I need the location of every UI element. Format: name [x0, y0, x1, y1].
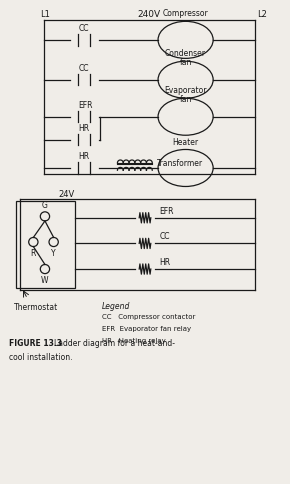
Text: HR: HR: [79, 124, 90, 133]
Text: EFR: EFR: [160, 207, 174, 215]
Text: fan: fan: [180, 95, 192, 104]
Text: Y: Y: [51, 249, 56, 257]
Text: L1: L1: [41, 10, 50, 19]
Text: CC   Compressor contactor: CC Compressor contactor: [102, 314, 195, 320]
Text: Condenser: Condenser: [165, 49, 206, 59]
Text: R: R: [31, 249, 36, 257]
Text: Transformer: Transformer: [157, 159, 203, 168]
Text: Compressor: Compressor: [163, 9, 209, 18]
Text: Thermostat: Thermostat: [14, 303, 58, 312]
Text: CC: CC: [79, 24, 89, 33]
Text: Ladder diagram for a heat-and-: Ladder diagram for a heat-and-: [54, 339, 175, 348]
Text: Evaporator: Evaporator: [164, 86, 207, 95]
Text: L2: L2: [257, 10, 267, 19]
Text: G: G: [42, 201, 48, 210]
Text: HR: HR: [79, 152, 90, 161]
Bar: [16, 201, 75, 287]
Text: HR: HR: [160, 258, 171, 267]
Text: Legend: Legend: [102, 302, 130, 311]
Text: FIGURE 13.3: FIGURE 13.3: [9, 339, 62, 348]
Text: cool installation.: cool installation.: [9, 353, 72, 362]
Text: EFR  Evaporator fan relay: EFR Evaporator fan relay: [102, 326, 191, 332]
Text: EFR: EFR: [79, 101, 93, 110]
Text: CC: CC: [160, 232, 170, 241]
Text: Heater: Heater: [173, 138, 199, 147]
Text: HR   Heating relay: HR Heating relay: [102, 338, 165, 344]
Text: W: W: [41, 275, 49, 285]
Text: 240V: 240V: [138, 10, 161, 18]
Text: CC: CC: [79, 64, 89, 73]
Text: fan: fan: [180, 58, 192, 67]
Text: 24V: 24V: [58, 190, 74, 199]
